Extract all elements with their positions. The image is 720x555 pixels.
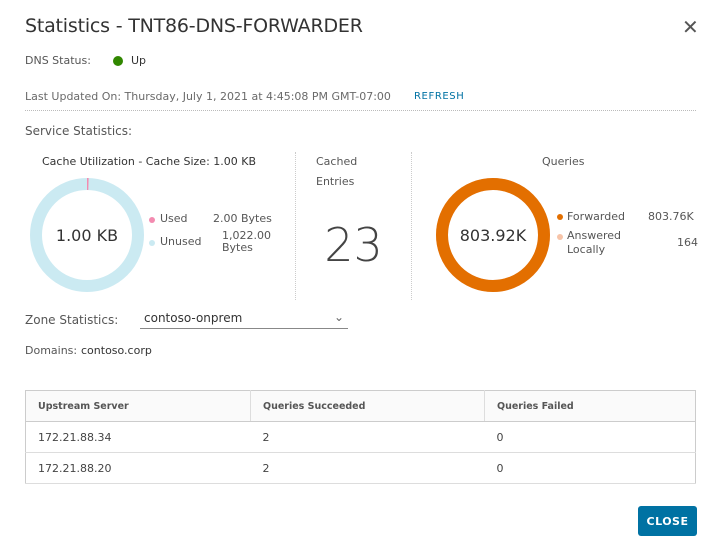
cached-entries-label: Entries [316, 175, 355, 188]
zone-select-value: contoso-onprem [144, 311, 243, 325]
cell-succeeded: 2 [250, 421, 485, 453]
legend-answered-value: 164 [677, 236, 698, 249]
refresh-button[interactable]: REFRESH [414, 91, 465, 102]
forwarded-arc [436, 178, 550, 292]
table-row: 172.21.88.20 2 0 [25, 452, 696, 484]
queries-title: Queries [542, 155, 585, 168]
cache-donut [30, 178, 144, 292]
legend-dot-icon [149, 217, 155, 223]
divider [295, 152, 296, 300]
domains-label: Domains: [25, 344, 78, 357]
legend-dot-icon [557, 214, 563, 220]
chevron-down-icon: ⌄ [333, 310, 344, 324]
cached-entries-value: 23 [324, 218, 383, 272]
queries-donut [436, 178, 550, 292]
legend-forwarded-value: 803.76K [648, 210, 694, 223]
cache-center-value: 1.00 KB [55, 226, 119, 245]
upstream-table: Upstream Server Queries Succeeded Querie… [25, 390, 696, 484]
cache-used-arc [30, 178, 144, 292]
dns-status-value: Up [131, 54, 147, 67]
cell-server: 172.21.88.34 [25, 421, 251, 453]
close-button[interactable]: CLOSE [638, 506, 697, 536]
column-header: Queries Succeeded [250, 390, 485, 422]
legend-dot-icon [149, 240, 155, 246]
service-statistics-heading: Service Statistics: [25, 124, 133, 138]
legend-answered-label: Answered Locally [567, 229, 622, 256]
table-row: 172.21.88.34 2 0 [25, 421, 696, 453]
status-up-icon [113, 56, 123, 66]
legend-dot-icon [557, 234, 563, 240]
legend-used-label: Used [160, 212, 188, 225]
dialog-title: Statistics - TNT86-DNS-FORWARDER [25, 15, 363, 37]
column-header: Queries Failed [484, 390, 696, 422]
domains-value: contoso.corp [81, 344, 152, 357]
legend-used-value: 2.00 Bytes [213, 212, 272, 225]
cell-failed: 0 [484, 421, 696, 453]
last-updated: Last Updated On: Thursday, July 1, 2021 … [25, 90, 391, 103]
legend-forwarded-label: Forwarded [567, 210, 625, 223]
dns-status-label: DNS Status: [25, 54, 91, 67]
legend-unused-value: 1,022.00 Bytes [222, 229, 271, 254]
cell-succeeded: 2 [250, 452, 485, 484]
divider [25, 110, 696, 111]
cache-title: Cache Utilization - Cache Size: 1.00 KB [42, 155, 257, 168]
divider [411, 152, 412, 300]
zone-statistics-label: Zone Statistics: [25, 313, 119, 327]
zone-select[interactable]: contoso-onprem ⌄ [140, 310, 348, 329]
cell-server: 172.21.88.20 [25, 452, 251, 484]
cached-entries-label: Cached [316, 155, 358, 168]
close-icon[interactable]: ✕ [682, 15, 699, 39]
column-header: Upstream Server [25, 390, 251, 422]
cell-failed: 0 [484, 452, 696, 484]
queries-center-value: 803.92K [459, 226, 527, 245]
legend-unused-label: Unused [160, 235, 202, 248]
